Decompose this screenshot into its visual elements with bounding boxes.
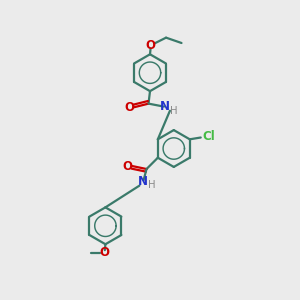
Text: O: O <box>124 101 134 114</box>
Text: Cl: Cl <box>203 130 215 143</box>
Text: N: N <box>138 175 148 188</box>
Text: O: O <box>100 246 110 259</box>
Text: O: O <box>146 40 156 52</box>
Text: N: N <box>160 100 170 113</box>
Text: H: H <box>170 106 177 116</box>
Text: O: O <box>122 160 132 172</box>
Text: H: H <box>148 180 156 190</box>
